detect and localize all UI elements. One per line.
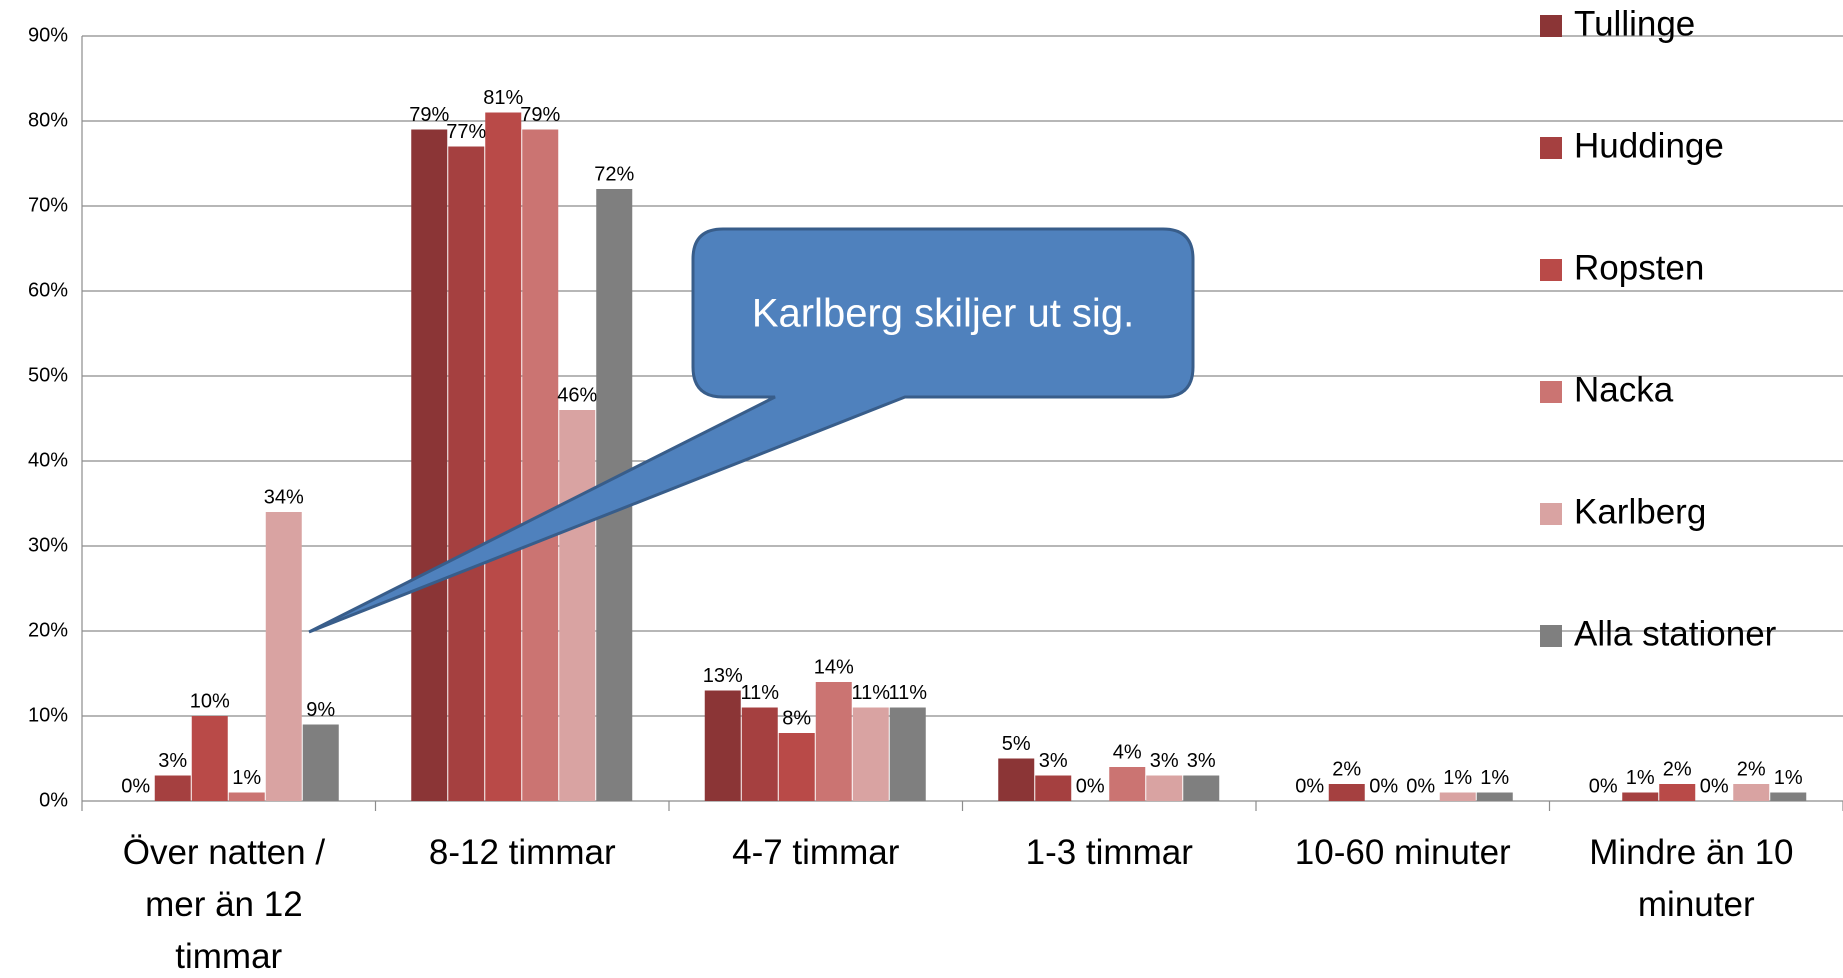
legend-label: Ropsten xyxy=(1574,248,1704,287)
data-label: 13% xyxy=(703,665,743,687)
data-label: 0% xyxy=(1295,775,1324,797)
data-label: 79% xyxy=(520,104,560,126)
bar xyxy=(228,792,265,801)
data-label: 79% xyxy=(409,104,449,126)
bar xyxy=(265,512,302,801)
bar xyxy=(485,112,522,801)
legend-swatch xyxy=(1540,381,1562,403)
data-label: 81% xyxy=(483,87,523,109)
annotation: Karlberg skiljer ut sig. xyxy=(752,292,1134,336)
data-label: 3% xyxy=(1150,750,1179,772)
legend-label: Karlberg xyxy=(1574,492,1706,531)
data-label: 77% xyxy=(446,121,486,143)
data-label: 14% xyxy=(814,656,854,678)
data-label: 0% xyxy=(1406,775,1435,797)
legend-label: Alla stationer xyxy=(1574,614,1777,653)
x-tick-label: 4-7 timmar xyxy=(732,833,900,872)
data-label: 2% xyxy=(1737,758,1766,780)
bar xyxy=(1328,784,1365,801)
bar xyxy=(191,716,228,801)
legend-swatch xyxy=(1540,137,1562,159)
bar xyxy=(1659,784,1696,801)
legend-label: Nacka xyxy=(1574,370,1674,409)
x-tick-label: Över natten / mer än 12 timmar xyxy=(123,833,335,976)
legend-swatch xyxy=(1540,15,1562,37)
bar xyxy=(1035,775,1072,801)
data-label: 1% xyxy=(1626,767,1655,789)
data-label: 1% xyxy=(1480,767,1509,789)
y-tick-label: 20% xyxy=(28,619,68,641)
y-tick-label: 50% xyxy=(28,364,68,386)
bar xyxy=(704,690,741,801)
data-label: 8% xyxy=(782,707,811,729)
data-label: 34% xyxy=(264,486,304,508)
legend-swatch xyxy=(1540,503,1562,525)
bar xyxy=(154,775,191,801)
bar xyxy=(1770,792,1807,801)
data-label: 3% xyxy=(1187,750,1216,772)
data-label: 0% xyxy=(1076,775,1105,797)
callout xyxy=(308,227,1195,634)
y-tick-label: 40% xyxy=(28,449,68,471)
y-tick-label: 90% xyxy=(28,24,68,46)
data-label: 1% xyxy=(1774,767,1803,789)
x-tick-label: Mindre än 10 minuter xyxy=(1589,833,1803,924)
bar xyxy=(448,146,485,801)
data-label: 2% xyxy=(1663,758,1692,780)
data-label: 3% xyxy=(158,750,187,772)
bar xyxy=(411,129,448,801)
data-label: 10% xyxy=(190,690,230,712)
y-tick-label: 0% xyxy=(39,789,68,811)
bar xyxy=(1146,775,1183,801)
data-label: 0% xyxy=(1589,775,1618,797)
data-label: 3% xyxy=(1039,750,1068,772)
y-tick-label: 30% xyxy=(28,534,68,556)
bar xyxy=(998,758,1035,801)
data-label: 0% xyxy=(1369,775,1398,797)
data-label: 72% xyxy=(594,163,634,185)
bar xyxy=(1439,792,1476,801)
bar xyxy=(522,129,559,801)
bar xyxy=(302,724,339,801)
bar xyxy=(1733,784,1770,801)
bar xyxy=(1183,775,1220,801)
data-label: 1% xyxy=(232,767,261,789)
legend-label: Huddinge xyxy=(1574,126,1724,165)
bar xyxy=(559,410,596,801)
x-tick-label: 10-60 minuter xyxy=(1295,833,1511,872)
bar xyxy=(741,707,778,801)
data-label: 11% xyxy=(851,682,890,704)
bar xyxy=(1622,792,1659,801)
bar xyxy=(778,733,815,801)
legend-swatch xyxy=(1540,259,1562,281)
data-label: 4% xyxy=(1113,741,1142,763)
data-label: 1% xyxy=(1443,767,1472,789)
y-tick-label: 70% xyxy=(28,194,68,216)
data-label: 5% xyxy=(1002,733,1031,755)
data-label: 46% xyxy=(557,384,597,406)
y-tick-label: 80% xyxy=(28,109,68,131)
plot: 0% 10% 20% 30% 40% 50% 60% 70% 80% 90% 0% 3% 10% 1% 34… xyxy=(28,4,1843,976)
data-label: 11% xyxy=(888,682,927,704)
legend-label: Tullinge xyxy=(1574,4,1695,43)
bar xyxy=(815,682,852,801)
data-label: 9% xyxy=(306,699,335,721)
bar xyxy=(852,707,889,801)
bar xyxy=(889,707,926,801)
bar xyxy=(1476,792,1513,801)
legend-swatch xyxy=(1540,625,1562,647)
y-tick-label: 60% xyxy=(28,279,68,301)
bar xyxy=(1109,767,1146,801)
data-label: 11% xyxy=(740,682,779,704)
x-tick-label: 1-3 timmar xyxy=(1026,833,1194,872)
x-tick-label: 8-12 timmar xyxy=(429,833,616,872)
data-label: 0% xyxy=(121,775,150,797)
data-label: 2% xyxy=(1332,758,1361,780)
data-label: 0% xyxy=(1700,775,1729,797)
y-tick-label: 10% xyxy=(28,704,68,726)
